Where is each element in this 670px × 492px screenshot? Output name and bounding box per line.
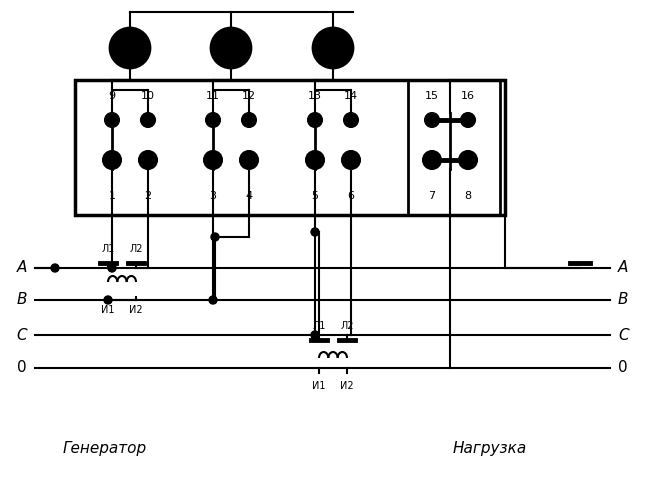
Text: 5: 5 <box>312 191 318 201</box>
Circle shape <box>311 228 319 236</box>
Circle shape <box>105 113 119 127</box>
Text: 0: 0 <box>17 361 27 375</box>
Circle shape <box>211 233 219 241</box>
Text: B: B <box>618 293 628 308</box>
Circle shape <box>425 113 439 127</box>
Circle shape <box>204 151 222 169</box>
Text: 10: 10 <box>141 91 155 101</box>
Text: C: C <box>16 328 27 342</box>
Text: 16: 16 <box>461 91 475 101</box>
Circle shape <box>240 151 258 169</box>
Text: 12: 12 <box>242 91 256 101</box>
Text: 6: 6 <box>348 191 354 201</box>
Text: 4: 4 <box>245 191 253 201</box>
Text: 14: 14 <box>344 91 358 101</box>
Text: 8: 8 <box>464 191 472 201</box>
Text: 11: 11 <box>206 91 220 101</box>
Circle shape <box>306 151 324 169</box>
Text: 13: 13 <box>308 91 322 101</box>
Text: Нагрузка: Нагрузка <box>453 440 527 456</box>
Circle shape <box>141 113 155 127</box>
Circle shape <box>110 28 150 68</box>
Circle shape <box>342 151 360 169</box>
Circle shape <box>242 113 256 127</box>
Text: 7: 7 <box>428 191 436 201</box>
Text: 9: 9 <box>109 91 115 101</box>
Circle shape <box>459 151 477 169</box>
Circle shape <box>103 151 121 169</box>
Text: 15: 15 <box>425 91 439 101</box>
Text: A: A <box>17 260 27 276</box>
Text: Л1: Л1 <box>101 244 115 254</box>
Text: И2: И2 <box>340 381 354 391</box>
Circle shape <box>344 113 358 127</box>
Text: Л1: Л1 <box>312 321 326 331</box>
Text: Генератор: Генератор <box>63 440 147 456</box>
Circle shape <box>206 113 220 127</box>
Text: B: B <box>17 293 27 308</box>
Text: Л2: Л2 <box>129 244 143 254</box>
Circle shape <box>139 151 157 169</box>
Circle shape <box>209 296 217 304</box>
Text: Л2: Л2 <box>340 321 354 331</box>
Circle shape <box>308 113 322 127</box>
Text: 2: 2 <box>145 191 151 201</box>
Circle shape <box>104 296 112 304</box>
Text: 3: 3 <box>210 191 216 201</box>
Text: A: A <box>618 260 628 276</box>
Circle shape <box>311 331 319 339</box>
Circle shape <box>108 264 116 272</box>
Circle shape <box>313 28 353 68</box>
Bar <box>408 80 500 215</box>
Text: 0: 0 <box>618 361 628 375</box>
Text: И2: И2 <box>129 305 143 315</box>
Circle shape <box>423 151 441 169</box>
Circle shape <box>211 28 251 68</box>
Circle shape <box>461 113 475 127</box>
Bar <box>75 80 505 215</box>
Text: И1: И1 <box>101 305 115 315</box>
Text: 1: 1 <box>109 191 115 201</box>
Text: C: C <box>618 328 628 342</box>
Text: И1: И1 <box>312 381 326 391</box>
Circle shape <box>51 264 59 272</box>
